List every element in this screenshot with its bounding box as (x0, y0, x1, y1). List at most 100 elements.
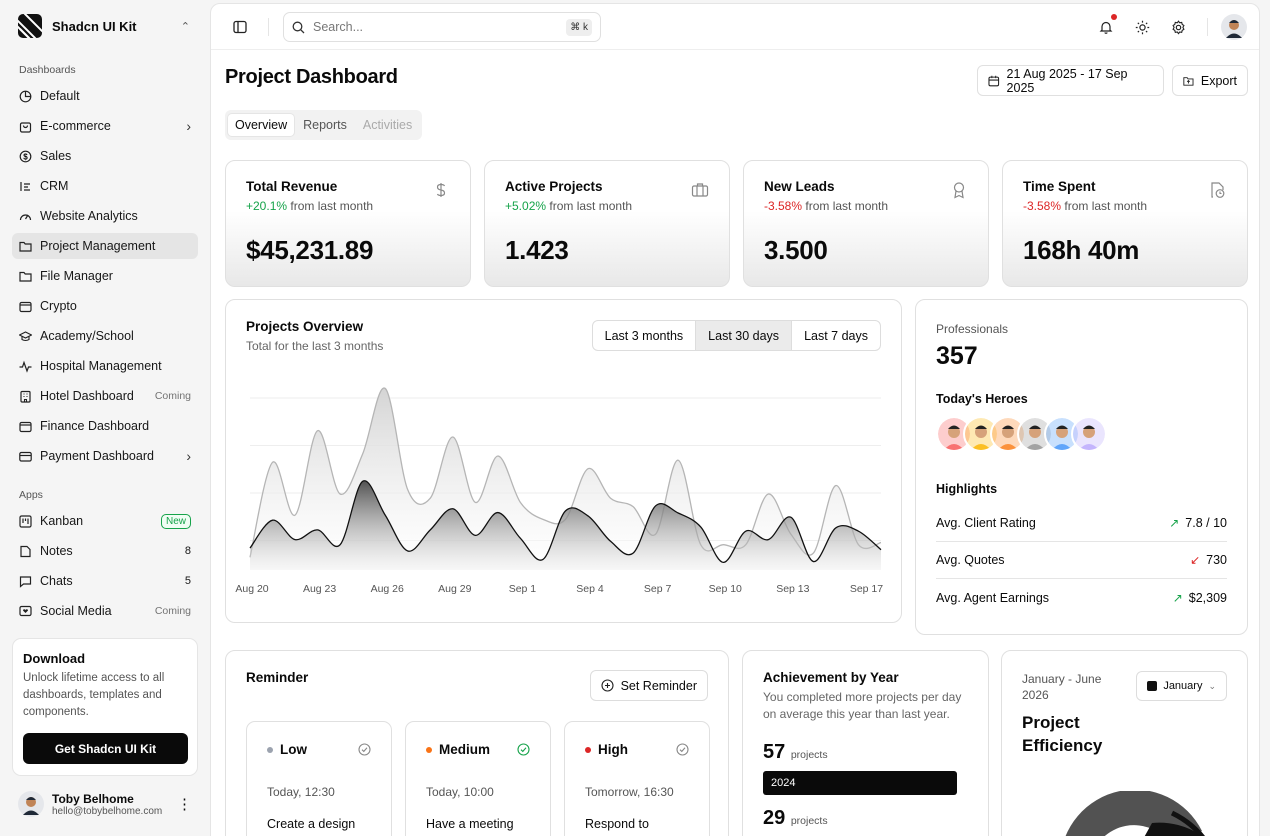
folder-upload-icon (1183, 76, 1194, 86)
sidebar-item-project-management[interactable]: Project Management (12, 233, 198, 259)
sidebar-item-social-media[interactable]: Social Media Coming (12, 598, 198, 624)
chevron-right-icon: › (186, 118, 191, 134)
month-select-value: January (1163, 680, 1203, 692)
priority-dot (426, 746, 432, 753)
sidebar-item-finance-dashboard[interactable]: Finance Dashboard (12, 413, 198, 439)
stat-value: 168h 40m (1023, 235, 1140, 265)
achievement-count: 57 projects (763, 741, 828, 764)
award-icon (953, 182, 965, 199)
achievement-title: Achievement by Year (763, 670, 899, 685)
apps-section-label: Apps (19, 489, 43, 501)
sidebar: Shadcn UI Kit ⌃ Dashboards Default E-comm… (0, 0, 210, 836)
gauge-icon (19, 210, 32, 223)
sidebar-item-e-commerce[interactable]: E-commerce › (12, 113, 198, 139)
sidebar-item-crypto[interactable]: Crypto (12, 293, 198, 319)
sidebar-item-kanban[interactable]: Kanban New (12, 508, 198, 534)
nav-item-label: File Manager (40, 269, 113, 283)
sidebar-item-academy-school[interactable]: Academy/School (12, 323, 198, 349)
hero-avatar[interactable] (1071, 416, 1107, 452)
range-last-7-days[interactable]: Last 7 days (791, 321, 880, 350)
pie-chart-icon (19, 90, 32, 103)
svg-text:$: $ (23, 152, 28, 161)
check-circle-icon[interactable] (517, 743, 530, 756)
x-tick-label: Sep 4 (576, 583, 604, 595)
sidebar-item-file-manager[interactable]: File Manager (12, 263, 198, 289)
date-range-picker[interactable]: 21 Aug 2025 - 17 Sep 2025 (977, 65, 1164, 96)
series-area-0 (250, 480, 881, 570)
tab-overview[interactable]: Overview (228, 114, 295, 136)
brand-logo-icon (18, 14, 42, 38)
sidebar-item-crm[interactable]: CRM (12, 173, 198, 199)
professionals-card: Professionals 357 Today's Heroes Highlig… (915, 299, 1248, 635)
wallet-icon (19, 420, 32, 433)
set-reminder-button[interactable]: Set Reminder (589, 670, 708, 701)
highlight-value: ↗ 7.8 / 10 (1169, 516, 1227, 530)
priority-dot (585, 746, 591, 753)
sidebar-toggle-icon[interactable] (229, 16, 251, 38)
main-panel: ⌘ k Project Dashboard 21 Aug 2025 - 17 S… (210, 3, 1260, 836)
workspace-switcher[interactable]: Shadcn UI Kit ⌃ (12, 10, 198, 42)
wallet-icon (19, 300, 32, 313)
efficiency-card: January - June 2026 Project Efficiency J… (1001, 650, 1248, 836)
reminder-item-high[interactable]: High Tomorrow, 16:30 Respond to (564, 721, 710, 836)
download-card: Download Unlock lifetime access to all d… (12, 638, 198, 776)
range-last-3-months[interactable]: Last 3 months (604, 328, 684, 343)
achievement-year: 2024 (771, 777, 796, 789)
reminder-card: Reminder Set Reminder Low Today, 12:30 Cre… (225, 650, 729, 836)
coming-soon-label: Coming (154, 390, 191, 402)
arrow-up-right-icon: ↗ (1172, 590, 1183, 605)
range-last-30-days[interactable]: Last 30 days (695, 321, 792, 350)
x-tick-label: Sep 17 (850, 583, 883, 595)
series-line-0 (249, 480, 882, 564)
gear-icon[interactable] (1167, 16, 1189, 38)
month-select[interactable]: January ⌄ (1136, 671, 1227, 701)
sun-icon[interactable] (1131, 16, 1153, 38)
nav-item-label: Default (40, 89, 80, 103)
folder-icon (19, 270, 32, 283)
sidebar-item-sales[interactable]: $ Sales (12, 143, 198, 169)
search-icon (292, 21, 305, 33)
check-circle-icon[interactable] (358, 743, 371, 756)
x-tick-label: Sep 1 (509, 583, 537, 595)
achievement-count: 29 projects (763, 807, 828, 830)
sidebar-item-chats[interactable]: Chats 5 (12, 568, 198, 594)
sidebar-item-default[interactable]: Default (12, 83, 198, 109)
sidebar-item-hotel-dashboard[interactable]: Hotel Dashboard Coming (12, 383, 198, 409)
nav-item-label: Academy/School (40, 329, 134, 343)
sidebar-item-website-analytics[interactable]: Website Analytics (12, 203, 198, 229)
check-circle-icon[interactable] (676, 743, 689, 756)
sidebar-item-hospital-management[interactable]: Hospital Management (12, 353, 198, 379)
dashboards-section-label: Dashboards (19, 64, 76, 76)
x-tick-label: Sep 13 (776, 583, 809, 595)
sidebar-item-notes[interactable]: Notes 8 (12, 538, 198, 564)
x-tick-label: Aug 23 (303, 583, 336, 595)
dollar-circle-icon: $ (19, 150, 32, 163)
stat-delta: +5.02% from last month (505, 199, 633, 213)
avatar[interactable] (1221, 14, 1247, 40)
sidebar-item-payment-dashboard[interactable]: Payment Dashboard › (12, 443, 198, 469)
shopping-bag-icon (19, 120, 32, 133)
reminder-item-low[interactable]: Low Today, 12:30 Create a design (246, 721, 392, 836)
efficiency-title: Project Efficiency (1022, 713, 1103, 755)
nav-item-label: Chats (40, 574, 73, 588)
search-input[interactable] (313, 20, 559, 34)
achievement-count-value: 29 (763, 807, 786, 829)
reminder-title: Reminder (246, 670, 309, 685)
export-button[interactable]: Export (1172, 65, 1248, 96)
search-box[interactable]: ⌘ k (283, 12, 601, 42)
stat-value: $45,231.89 (246, 235, 374, 265)
efficiency-donut (1065, 791, 1205, 836)
bell-icon[interactable] (1095, 14, 1117, 38)
reminder-item-medium[interactable]: Medium Today, 10:00 Have a meeting (405, 721, 551, 836)
professionals-label: Professionals (936, 322, 1009, 336)
achievement-bar: 2024 (763, 771, 957, 795)
user-menu[interactable]: Toby Belhome hello@tobybelhome.com ⋮ (12, 786, 198, 822)
achievement-unit: projects (790, 815, 828, 827)
download-title: Download (23, 651, 86, 666)
hero-avatar[interactable] (1017, 416, 1053, 452)
tab-reports[interactable]: Reports (303, 118, 347, 132)
social-icon (19, 605, 32, 618)
more-vertical-icon[interactable]: ⋮ (177, 795, 192, 813)
get-kit-button[interactable]: Get Shadcn UI Kit (23, 733, 188, 764)
building-icon (19, 390, 32, 403)
